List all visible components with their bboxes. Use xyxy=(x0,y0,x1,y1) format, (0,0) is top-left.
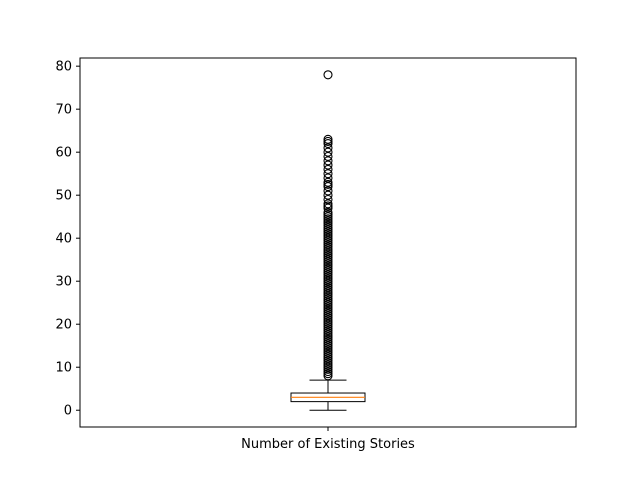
outlier-point xyxy=(323,194,333,205)
outlier-point xyxy=(323,151,333,162)
y-tick-label: 70 xyxy=(55,103,72,118)
x-category-label: Number of Existing Stories xyxy=(241,437,415,452)
box-series xyxy=(290,70,366,411)
outlier-point xyxy=(323,199,333,209)
y-tick-label: 30 xyxy=(55,275,72,290)
y-tick-label: 20 xyxy=(55,318,72,333)
outlier-point xyxy=(323,207,333,217)
outlier-point xyxy=(323,70,333,80)
outlier-point xyxy=(323,156,333,166)
outlier-point xyxy=(323,134,333,144)
outlier-point xyxy=(323,169,333,179)
y-tick-label: 40 xyxy=(55,232,72,247)
outlier-point xyxy=(323,160,333,170)
y-tick-label: 60 xyxy=(55,146,72,161)
outlier-point xyxy=(323,164,333,174)
y-tick-label: 80 xyxy=(55,60,72,75)
outlier-point xyxy=(323,173,333,183)
y-tick-label: 0 xyxy=(64,404,72,419)
outlier-point xyxy=(323,147,333,157)
outlier-point xyxy=(323,186,333,196)
y-axis: 0 10 20 30 40 50 60 70 80 xyxy=(55,60,329,431)
outlier-point xyxy=(323,177,333,187)
y-tick-label: 50 xyxy=(55,189,72,204)
outlier-point xyxy=(323,143,333,153)
y-tick-label: 10 xyxy=(55,361,72,376)
outlier-point xyxy=(323,190,333,200)
plot-area xyxy=(290,70,366,411)
